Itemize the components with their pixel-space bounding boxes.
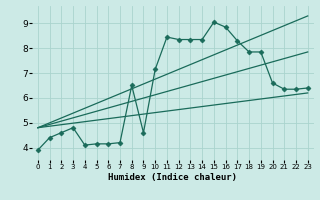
X-axis label: Humidex (Indice chaleur): Humidex (Indice chaleur) [108,173,237,182]
